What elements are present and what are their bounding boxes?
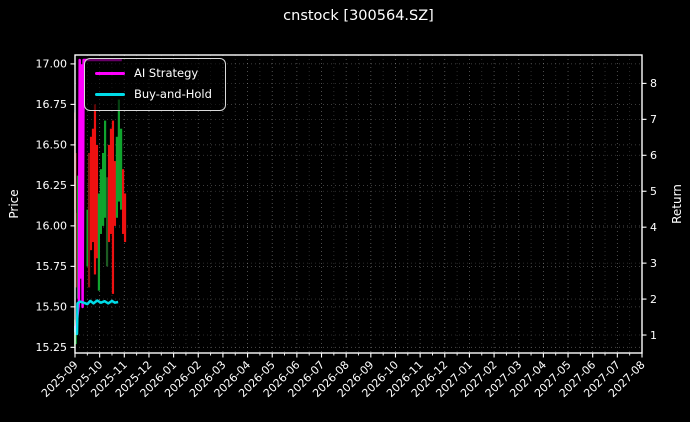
svg-text:5: 5 — [650, 185, 657, 198]
buy-and-hold-line-swatch — [95, 92, 125, 97]
chart-title: cnstock [300564.SZ] — [283, 8, 434, 24]
x-tick-labels: 2025-092025-102025-112025-122026-012026-… — [39, 353, 648, 400]
svg-text:6: 6 — [650, 149, 657, 162]
buy-and-hold-line — [74, 299, 119, 336]
grid-lines — [74, 55, 643, 353]
svg-text:3: 3 — [650, 257, 657, 270]
svg-text:15.50: 15.50 — [36, 301, 68, 314]
svg-text:16.00: 16.00 — [36, 220, 68, 233]
legend: AI Strategy Buy-and-Hold — [84, 58, 226, 111]
legend-label-ai-strategy: AI Strategy — [134, 66, 199, 80]
svg-text:16.25: 16.25 — [36, 179, 68, 192]
y-right-tick-labels: 1 2 3 4 5 6 7 8 — [642, 77, 657, 342]
svg-text:2: 2 — [650, 293, 657, 306]
price-axis-label: Price — [7, 189, 21, 219]
ai-strategy-line-swatch — [95, 71, 125, 76]
legend-item-ai-strategy: AI Strategy — [95, 67, 212, 80]
svg-text:16.75: 16.75 — [36, 98, 68, 111]
svg-text:4: 4 — [650, 221, 657, 234]
svg-text:7: 7 — [650, 113, 657, 126]
legend-item-buy-and-hold: Buy-and-Hold — [95, 88, 212, 101]
return-axis-label: Return — [670, 184, 684, 224]
svg-text:8: 8 — [650, 77, 657, 90]
svg-text:15.25: 15.25 — [36, 341, 68, 354]
svg-text:17.00: 17.00 — [36, 58, 68, 71]
svg-text:1: 1 — [650, 329, 657, 342]
svg-text:16.50: 16.50 — [36, 139, 68, 152]
legend-label-buy-and-hold: Buy-and-Hold — [134, 87, 212, 101]
y-left-tick-labels: 15.25 15.50 15.75 16.00 16.25 16.50 16.75 17.00 — [36, 58, 75, 354]
svg-text:15.75: 15.75 — [36, 260, 68, 273]
